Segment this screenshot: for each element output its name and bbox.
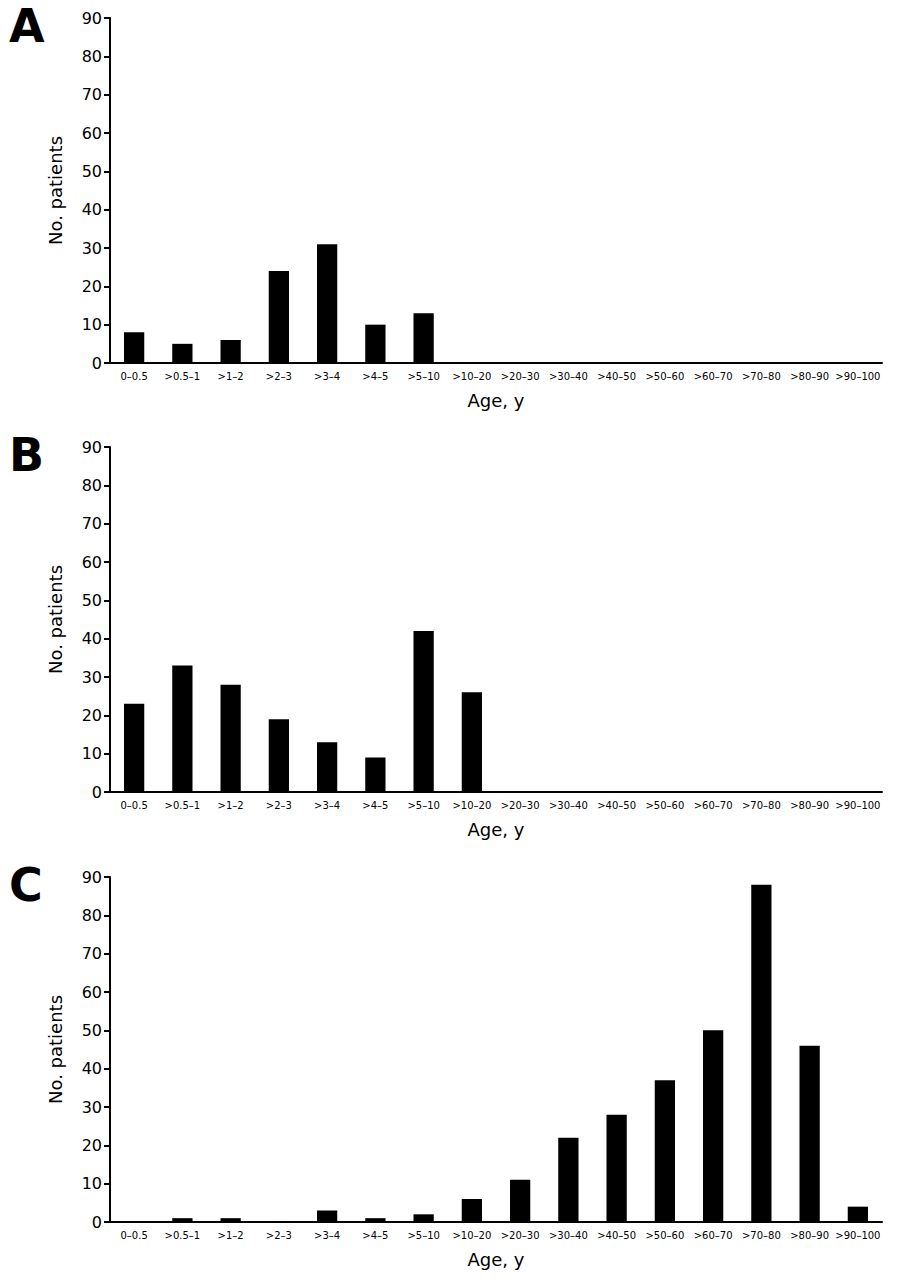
svg-text:>60–70: >60–70 — [694, 1230, 733, 1241]
svg-text:70: 70 — [82, 514, 102, 533]
svg-text:>80–90: >80–90 — [790, 800, 829, 811]
svg-text:>10–20: >10–20 — [452, 1230, 491, 1241]
svg-text:60: 60 — [82, 553, 102, 572]
svg-text:Age, y: Age, y — [468, 819, 525, 840]
svg-text:30: 30 — [82, 239, 102, 258]
svg-text:>70–80: >70–80 — [742, 371, 781, 382]
svg-text:10: 10 — [82, 1174, 102, 1193]
svg-text:0–0.5: 0–0.5 — [120, 800, 147, 811]
svg-text:0–0.5: 0–0.5 — [120, 1230, 147, 1241]
svg-text:>30–40: >30–40 — [549, 371, 588, 382]
svg-text:>4–5: >4–5 — [362, 800, 388, 811]
svg-text:70: 70 — [82, 944, 102, 963]
svg-text:40: 40 — [82, 629, 102, 648]
svg-text:80: 80 — [82, 476, 102, 495]
svg-text:50: 50 — [82, 1021, 102, 1040]
svg-text:>1–2: >1–2 — [218, 1230, 244, 1241]
svg-text:90: 90 — [82, 438, 102, 457]
svg-text:>90–100: >90–100 — [835, 800, 880, 811]
svg-text:30: 30 — [82, 1098, 102, 1117]
svg-text:30: 30 — [82, 668, 102, 687]
svg-text:20: 20 — [82, 706, 102, 725]
svg-text:>20–30: >20–30 — [501, 800, 540, 811]
svg-text:>40–50: >40–50 — [597, 800, 636, 811]
svg-text:>5–10: >5–10 — [407, 1230, 439, 1241]
svg-text:>0.5–1: >0.5–1 — [165, 1230, 201, 1241]
svg-text:>3–4: >3–4 — [314, 371, 340, 382]
svg-text:C: C — [9, 858, 43, 912]
svg-text:>2–3: >2–3 — [266, 371, 292, 382]
svg-text:>70–80: >70–80 — [742, 800, 781, 811]
svg-text:>3–4: >3–4 — [314, 1230, 340, 1241]
svg-text:80: 80 — [82, 906, 102, 925]
svg-text:40: 40 — [82, 1059, 102, 1078]
svg-text:0: 0 — [92, 1213, 102, 1232]
svg-text:>3–4: >3–4 — [314, 800, 340, 811]
svg-text:>50–60: >50–60 — [645, 1230, 684, 1241]
svg-text:A: A — [9, 0, 45, 53]
svg-text:Age, y: Age, y — [468, 390, 525, 411]
svg-text:>10–20: >10–20 — [452, 800, 491, 811]
svg-text:50: 50 — [82, 591, 102, 610]
svg-text:60: 60 — [82, 983, 102, 1002]
svg-text:>1–2: >1–2 — [218, 371, 244, 382]
svg-text:50: 50 — [82, 162, 102, 181]
svg-text:>80–90: >80–90 — [790, 371, 829, 382]
svg-text:20: 20 — [82, 277, 102, 296]
svg-text:No. patients: No. patients — [45, 136, 66, 245]
svg-text:>2–3: >2–3 — [266, 1230, 292, 1241]
svg-text:>60–70: >60–70 — [694, 371, 733, 382]
svg-text:No. patients: No. patients — [45, 995, 66, 1104]
svg-text:>4–5: >4–5 — [362, 371, 388, 382]
svg-text:>0.5–1: >0.5–1 — [165, 371, 201, 382]
svg-text:>90–100: >90–100 — [835, 1230, 880, 1241]
svg-text:>2–3: >2–3 — [266, 800, 292, 811]
svg-text:>30–40: >30–40 — [549, 800, 588, 811]
svg-text:90: 90 — [82, 9, 102, 28]
svg-text:>60–70: >60–70 — [694, 800, 733, 811]
svg-text:>20–30: >20–30 — [501, 1230, 540, 1241]
svg-text:>20–30: >20–30 — [501, 371, 540, 382]
svg-text:Age, y: Age, y — [468, 1249, 525, 1270]
svg-text:>90–100: >90–100 — [835, 371, 880, 382]
svg-text:0: 0 — [92, 354, 102, 373]
svg-text:90: 90 — [82, 868, 102, 887]
svg-text:>40–50: >40–50 — [597, 371, 636, 382]
svg-text:10: 10 — [82, 315, 102, 334]
svg-text:70: 70 — [82, 85, 102, 104]
svg-text:>5–10: >5–10 — [407, 800, 439, 811]
svg-text:>50–60: >50–60 — [645, 800, 684, 811]
svg-text:40: 40 — [82, 200, 102, 219]
svg-text:>4–5: >4–5 — [362, 1230, 388, 1241]
svg-text:0: 0 — [92, 783, 102, 802]
svg-text:>50–60: >50–60 — [645, 371, 684, 382]
svg-text:20: 20 — [82, 1136, 102, 1155]
svg-text:>5–10: >5–10 — [407, 371, 439, 382]
svg-text:>1–2: >1–2 — [218, 800, 244, 811]
svg-text:0–0.5: 0–0.5 — [120, 371, 147, 382]
svg-text:>70–80: >70–80 — [742, 1230, 781, 1241]
svg-text:10: 10 — [82, 744, 102, 763]
svg-text:B: B — [9, 428, 44, 482]
svg-text:No. patients: No. patients — [45, 565, 66, 674]
svg-text:>40–50: >40–50 — [597, 1230, 636, 1241]
svg-text:80: 80 — [82, 47, 102, 66]
svg-text:>80–90: >80–90 — [790, 1230, 829, 1241]
svg-text:>0.5–1: >0.5–1 — [165, 800, 201, 811]
svg-text:>10–20: >10–20 — [452, 371, 491, 382]
svg-text:>30–40: >30–40 — [549, 1230, 588, 1241]
svg-text:60: 60 — [82, 124, 102, 143]
